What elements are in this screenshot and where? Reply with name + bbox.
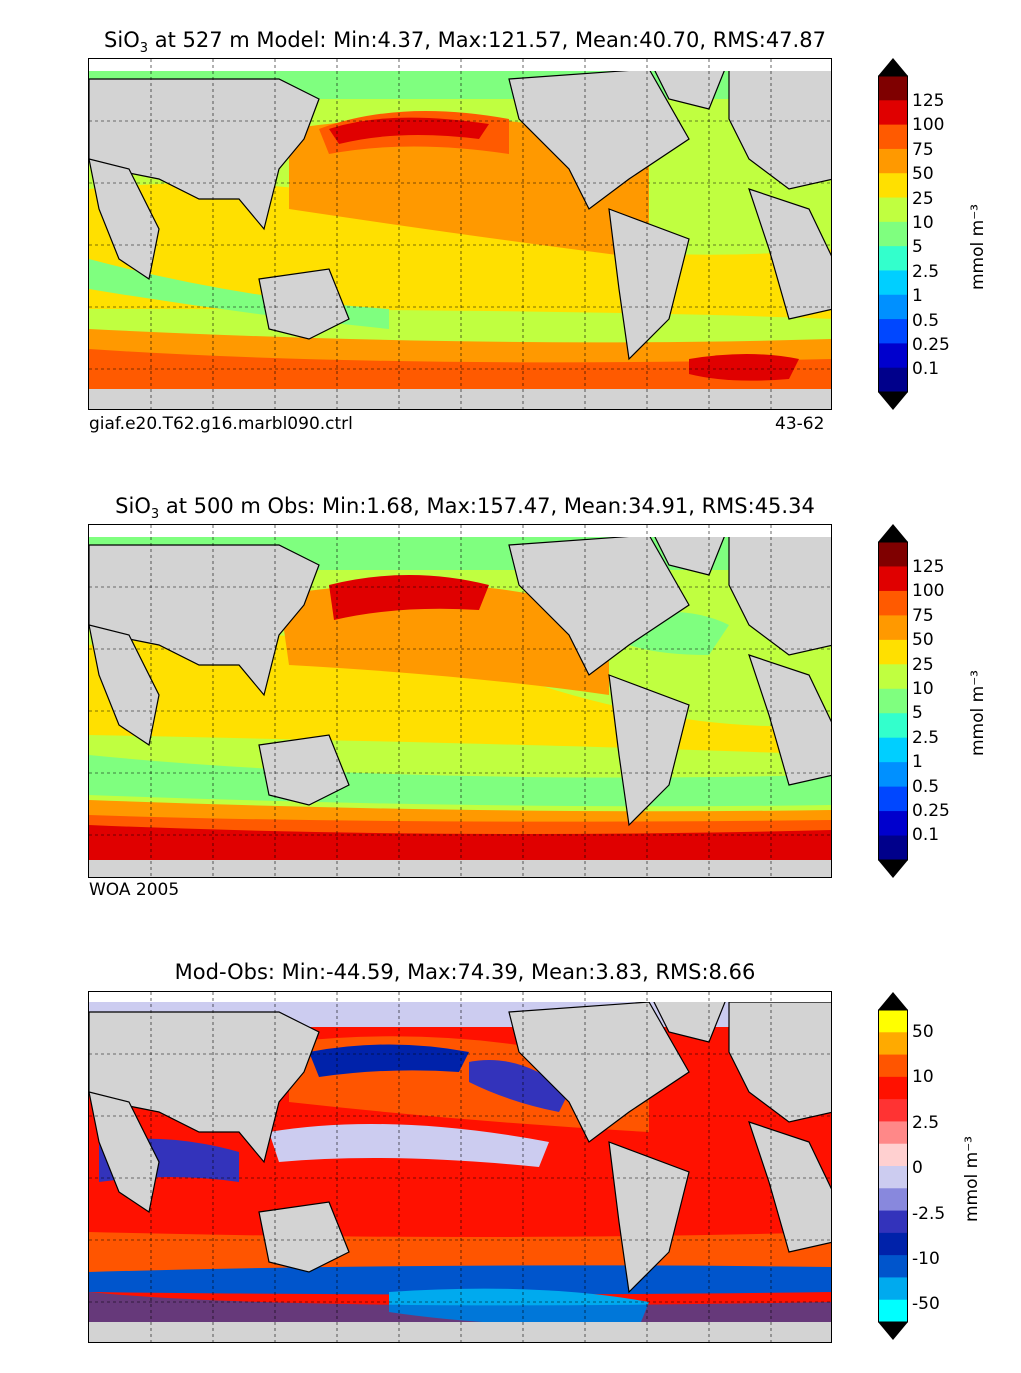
colorbar-tick-label: 75: [912, 139, 934, 160]
colorbar-tick-label: 25: [912, 654, 934, 675]
colorbar-tick-label: 50: [912, 1022, 934, 1042]
colorbar-tick-label: 0.1: [912, 359, 940, 380]
colorbar-tick-label: 0.1: [912, 825, 940, 846]
colorbar-tick-label: 0.5: [912, 776, 940, 797]
colorbar-segment: [878, 639, 908, 665]
colorbar-segment: [878, 1032, 908, 1056]
colorbar-unit-diff: mmol m⁻³: [962, 1136, 982, 1222]
colorbar-segment: [878, 713, 908, 739]
colorbar-segment: [878, 1143, 908, 1167]
run-name-label: giaf.e20.T62.g16.marbl090.ctrl: [89, 414, 353, 434]
colorbar-tick-label: 1: [912, 752, 923, 773]
colorbar-segment: [878, 1299, 908, 1323]
colorbar-tick-label: 100: [912, 115, 945, 136]
colorbar-tick-label: 10: [912, 213, 934, 233]
colorbar-segment: [878, 197, 908, 223]
colorbar-segment: [878, 294, 908, 320]
colorbar-segment: [878, 811, 908, 837]
colorbar-tick-label: 0.25: [912, 335, 950, 355]
colorbar-tick-label: -10: [912, 1249, 940, 1269]
colorbar-segment: [878, 1188, 908, 1212]
colorbar-segment: [878, 1255, 908, 1278]
colorbar-segment: [878, 664, 908, 690]
colorbar-segment: [878, 786, 908, 812]
colorbar-tick-label: -50: [912, 1294, 940, 1315]
colorbar-segment: [878, 1099, 908, 1122]
map-obs: [88, 524, 832, 878]
colorbar-segment: [878, 1076, 908, 1100]
map-model: [88, 58, 832, 410]
colorbar-segment: [878, 566, 908, 592]
colorbar-tick-label: -2.5: [912, 1203, 946, 1224]
colorbar-segment: [878, 835, 908, 861]
colorbar-segment: [878, 1166, 908, 1189]
colorbar-unit-model: mmol m⁻³: [968, 204, 988, 290]
colorbar-segment: [878, 1121, 908, 1145]
colorbar-tick-label: 2.5: [912, 727, 940, 748]
colorbar-segment: [878, 590, 908, 616]
colorbar-segment: [878, 1010, 908, 1033]
colorbar-segment: [878, 100, 908, 126]
colorbar-tick-label: 0.25: [912, 801, 950, 821]
colorbar-segment: [878, 124, 908, 150]
colorbar-tick-label: 10: [912, 1067, 934, 1088]
colorbar-segment: [878, 76, 908, 101]
colorbar-segment: [878, 221, 908, 247]
colorbar-tick-label: 2.5: [912, 261, 940, 282]
colorbar-diff: [878, 992, 908, 1340]
colorbar-segment: [878, 319, 908, 344]
colorbar-segment: [878, 148, 908, 174]
colorbar-segment: [878, 270, 908, 296]
colorbar-tick-label: 125: [912, 91, 945, 111]
colorbar-segment: [878, 615, 908, 641]
colorbar-tick-label: 5: [912, 237, 923, 258]
year-range-label: 43-62: [775, 414, 825, 434]
colorbar-segment: [878, 762, 908, 788]
map-diff: [88, 991, 832, 1343]
colorbar-segment: [878, 1210, 908, 1234]
colorbar-tick-label: 50: [912, 630, 934, 651]
colorbar-tick-label: 2.5: [912, 1112, 940, 1133]
colorbar-obs: [878, 524, 908, 878]
colorbar-segment: [878, 246, 908, 271]
colorbar-model: [878, 58, 908, 410]
colorbar-segment: [878, 1232, 908, 1256]
panel-title-diff: Mod-Obs: Min:-44.59, Max:74.39, Mean:3.8…: [174, 960, 756, 984]
obs-source-label: WOA 2005: [89, 880, 180, 900]
colorbar-tick-label: 50: [912, 164, 934, 185]
colorbar-tick-label: 100: [912, 581, 945, 602]
colorbar-segment: [878, 367, 908, 393]
colorbar-tick-label: 0.5: [912, 310, 940, 331]
colorbar-tick-label: 1: [912, 286, 923, 307]
colorbar-tick-label: 5: [912, 703, 923, 724]
colorbar-tick-label: 10: [912, 679, 934, 699]
colorbar-tick-label: 0: [912, 1158, 923, 1179]
colorbar-segment: [878, 542, 908, 567]
colorbar-tick-label: 75: [912, 605, 934, 626]
colorbar-segment: [878, 1277, 908, 1301]
panel-title-obs: SiO3 at 500 m Obs: Min:1.68, Max:157.47,…: [115, 494, 815, 523]
colorbar-segment: [878, 737, 908, 763]
colorbar-tick-label: 25: [912, 188, 934, 209]
colorbar-segment: [878, 343, 908, 369]
panel-title-model: SiO3 at 527 m Model: Min:4.37, Max:121.5…: [104, 28, 826, 57]
colorbar-segment: [878, 688, 908, 714]
colorbar-unit-obs: mmol m⁻³: [968, 670, 988, 756]
colorbar-tick-label: 125: [912, 557, 945, 577]
colorbar-segment: [878, 173, 908, 199]
colorbar-segment: [878, 1054, 908, 1078]
